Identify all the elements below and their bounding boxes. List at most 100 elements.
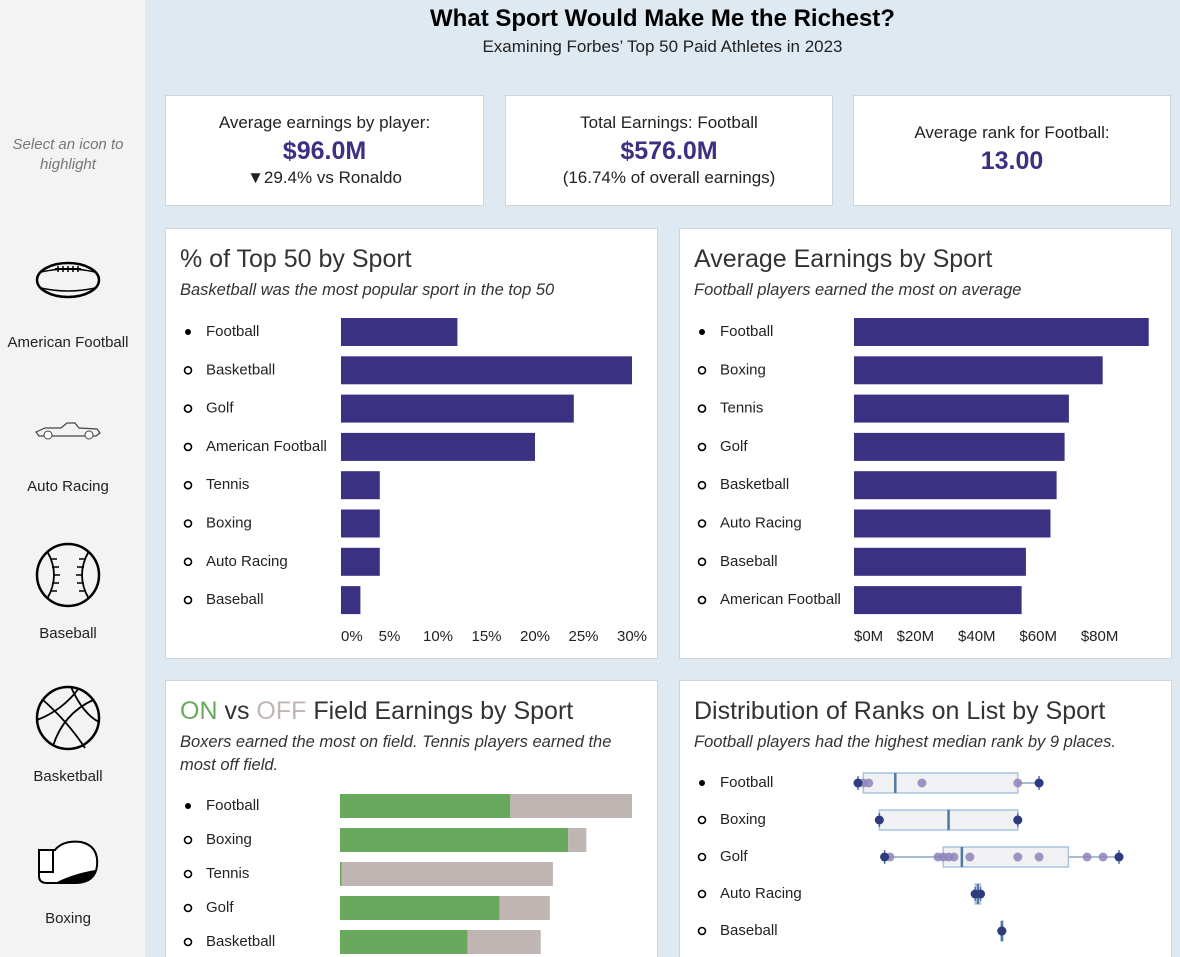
bar — [341, 432, 535, 461]
kpi-value: 13.00 — [980, 147, 1044, 175]
kpi-note: (16.74% of overall earnings) — [562, 168, 776, 187]
legend-dot — [185, 329, 191, 335]
dashboard-title: What Sport Would Make Me the Richest? — [430, 5, 895, 32]
legend-dot — [697, 595, 707, 605]
rank-point — [917, 778, 927, 788]
chart-panel: Distribution of Ranks on List by Sport F… — [679, 680, 1172, 957]
kpi-card: Total Earnings: Football $576.0M (16.74%… — [505, 95, 833, 206]
legend-dot — [183, 903, 193, 913]
max-point — [997, 926, 1007, 936]
max-point — [1013, 815, 1023, 825]
category-label: Football — [206, 323, 259, 340]
x-tick-label: 25% — [568, 628, 598, 645]
bar — [854, 547, 1026, 576]
legend-dot — [697, 366, 707, 375]
bar-segment — [568, 828, 587, 852]
kpi-note: ▼29.4% vs Ronaldo — [247, 168, 402, 187]
legend-dot — [183, 835, 193, 845]
chart-subtitle: Basketball was the most popular sport in… — [180, 281, 555, 299]
kpi-card: Average rank for Football: 13.00 — [853, 95, 1171, 206]
sport-icon[interactable]: Baseball — [0, 541, 136, 642]
category-label: Basketball — [206, 933, 275, 950]
rank-point — [1013, 778, 1023, 788]
sport-icon[interactable]: Auto Racing — [0, 418, 136, 495]
category-label: Boxing — [206, 831, 252, 848]
category-label: Tennis — [206, 865, 249, 882]
chart: Football Basketball Golf American Football T… — [183, 318, 647, 645]
chart-panel: % of Top 50 by Sport Basketball was the … — [165, 228, 658, 659]
legend-dot — [697, 480, 707, 490]
chart: Football Boxing Tennis Golf Basketball — [183, 794, 632, 954]
bar-segment — [340, 896, 500, 920]
rank-point — [1098, 852, 1108, 862]
legend-dot — [697, 442, 707, 452]
football-icon — [35, 261, 101, 299]
rank-point — [949, 852, 959, 862]
kpi-label: Average rank for Football: — [914, 123, 1110, 142]
category-label: Boxing — [720, 361, 766, 378]
sport-icon[interactable]: American Football — [0, 258, 136, 351]
baseball-icon — [35, 542, 101, 608]
legend-dot — [697, 889, 707, 899]
chart-subtitle: Football players earned the most on aver… — [694, 281, 1022, 299]
legend-dot — [183, 366, 193, 375]
x-tick-label: 15% — [471, 628, 501, 645]
legend-dot — [697, 404, 707, 413]
box — [862, 772, 1019, 794]
min-point — [874, 815, 884, 825]
category-label: American Football — [720, 591, 841, 608]
chart-title: Average Earnings by Sport — [694, 245, 993, 273]
bar — [341, 509, 380, 538]
bar-segment — [467, 930, 541, 954]
bar-segment — [340, 930, 468, 954]
bar-segment — [340, 862, 342, 886]
sidebar: Select an icon to highlight American Foo… — [0, 0, 145, 957]
x-tick-label: 20% — [520, 628, 550, 645]
bar-segment — [340, 828, 569, 852]
category-label: Basketball — [206, 361, 275, 378]
category-label: Tennis — [206, 476, 249, 493]
rank-point — [864, 778, 874, 788]
x-tick-label: $60M — [1019, 628, 1057, 645]
sport-icon[interactable]: Boxing — [0, 838, 136, 927]
legend-dot — [183, 557, 193, 567]
x-tick-label: $0M — [854, 628, 883, 645]
bar — [341, 471, 380, 500]
kpi-value: $576.0M — [620, 137, 718, 165]
x-tick-label: 10% — [423, 628, 453, 645]
icon-label: Baseball — [39, 625, 97, 642]
car-icon — [35, 422, 101, 440]
rank-point — [1034, 852, 1044, 862]
chart-title: ON vs OFF Field Earnings by Sport — [180, 697, 573, 726]
rank-point — [965, 852, 975, 862]
sport-icon[interactable]: Basketball — [0, 684, 136, 785]
bar — [854, 471, 1057, 500]
kpi-value: $96.0M — [282, 137, 367, 165]
bar — [341, 356, 632, 385]
x-tick-label: 0% — [341, 628, 363, 645]
sidebar-prompt: Select an icon to highlight — [12, 136, 124, 173]
category-label: American Football — [206, 438, 327, 455]
legend-dot — [183, 480, 193, 490]
bar-segment — [510, 794, 632, 818]
x-tick-label: $40M — [958, 628, 996, 645]
legend-off: OFF — [256, 697, 307, 725]
bar — [854, 509, 1051, 538]
rank-point — [1013, 852, 1023, 862]
bar — [341, 318, 458, 346]
kpi-label: Average earnings by player: — [218, 113, 431, 132]
category-label: Baseball — [720, 922, 778, 939]
legend-dot — [185, 803, 191, 809]
min-point — [880, 852, 890, 862]
bar — [854, 394, 1069, 423]
x-tick-label: 5% — [379, 628, 401, 645]
basketball-icon — [35, 685, 101, 751]
category-label: Football — [206, 797, 259, 814]
chart-panel: Average Earnings by Sport Football playe… — [679, 228, 1172, 659]
chart: Football Boxing Golf Auto Racing Baseball — [697, 772, 1124, 942]
legend-dot — [183, 519, 193, 528]
title-connector: vs — [224, 697, 250, 725]
chart: Football Boxing Tennis Golf Basketball Auto R… — [697, 318, 1149, 645]
category-label: Golf — [206, 400, 234, 417]
icon-label: American Football — [7, 334, 129, 351]
